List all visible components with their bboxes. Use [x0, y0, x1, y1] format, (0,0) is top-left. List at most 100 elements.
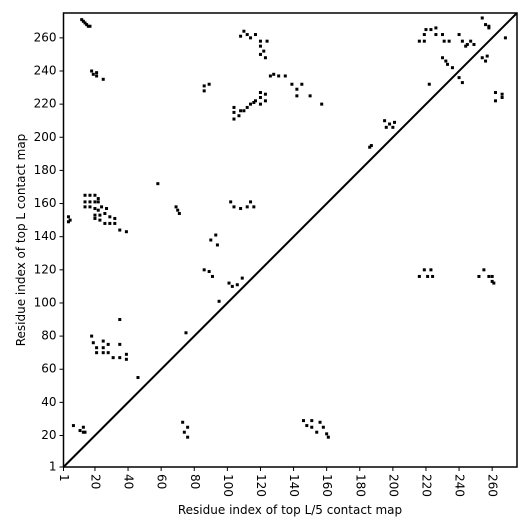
contact-point [181, 420, 185, 424]
x-tick-label: 60 [155, 474, 169, 489]
contact-point [480, 56, 484, 60]
contact-point [96, 200, 100, 204]
contact-point [268, 74, 272, 78]
contact-point [85, 23, 89, 27]
contact-point [429, 28, 433, 32]
contact-point [484, 59, 488, 63]
contact-point [101, 346, 105, 350]
contact-point [98, 218, 102, 222]
contact-point [383, 119, 387, 123]
contact-point [214, 233, 218, 237]
x-tick-label: 160 [320, 474, 334, 497]
contact-point [232, 117, 236, 121]
contact-point [230, 284, 234, 288]
contact-point [321, 425, 325, 429]
contact-point [460, 81, 464, 85]
contact-point [239, 34, 243, 38]
contact-point [457, 33, 461, 37]
contact-point [101, 339, 105, 343]
contact-point [265, 39, 269, 43]
contact-point [207, 82, 211, 86]
x-tick-label: 140 [287, 474, 301, 497]
x-tick-label: 120 [254, 474, 268, 497]
contact-point [83, 21, 87, 25]
contact-point [368, 145, 372, 149]
contact-point [417, 39, 421, 43]
contact-point [95, 74, 99, 78]
contact-point [422, 268, 426, 272]
x-tick-label: 20 [88, 474, 102, 489]
contact-point [315, 430, 319, 434]
contact-point [95, 71, 99, 75]
y-tick-label: 100 [34, 295, 57, 309]
contact-point [86, 24, 90, 28]
x-tick-label: 1 [57, 474, 71, 482]
contact-point [263, 99, 267, 103]
contact-point [96, 208, 100, 212]
contact-point [176, 208, 180, 212]
contact-point [422, 33, 426, 37]
contact-point [249, 36, 253, 40]
contact-point [202, 89, 206, 93]
contact-point [245, 33, 249, 37]
contact-point [490, 274, 494, 278]
contact-point [156, 182, 160, 186]
contact-point [500, 92, 504, 96]
contact-point [235, 283, 239, 287]
contact-point [80, 18, 84, 22]
contact-point [318, 420, 322, 424]
contact-point [93, 193, 97, 197]
contact-point [369, 144, 373, 148]
contact-point [174, 205, 178, 209]
contact-point [118, 228, 122, 232]
y-tick-label: 220 [34, 97, 57, 111]
contact-point [295, 87, 299, 91]
x-tick-label: 100 [221, 474, 235, 497]
contact-point [113, 221, 117, 225]
contact-point [83, 205, 87, 209]
contact-point [242, 29, 246, 33]
y-tick-label: 160 [34, 196, 57, 210]
contact-point [210, 274, 214, 278]
contact-point [83, 430, 87, 434]
contact-point [242, 109, 246, 113]
contact-point [472, 42, 476, 46]
contact-point [124, 352, 128, 356]
x-tick-label: 180 [353, 474, 367, 497]
contact-point [477, 274, 481, 278]
contact-point [182, 430, 186, 434]
contact-point [93, 200, 97, 204]
contact-point [83, 193, 87, 197]
contact-point [245, 105, 249, 109]
contact-point [277, 74, 281, 78]
contact-point [118, 342, 122, 346]
contact-point [227, 281, 231, 285]
y-tick-label: 60 [41, 362, 56, 376]
contact-point [283, 74, 287, 78]
contact-point [460, 39, 464, 43]
contact-point [245, 205, 249, 209]
contact-point [431, 274, 435, 278]
contact-point [325, 432, 329, 436]
contact-point [424, 28, 428, 32]
contact-point [422, 39, 426, 43]
x-tick-label: 240 [453, 474, 467, 497]
contact-point [308, 94, 312, 98]
contact-point [93, 216, 97, 220]
contact-point [493, 99, 497, 103]
contact-point [391, 125, 395, 129]
contact-point [90, 334, 94, 338]
contact-point [469, 39, 473, 43]
contact-point [91, 72, 95, 76]
contact-point [177, 211, 181, 215]
contact-point [111, 356, 115, 360]
contact-point [78, 429, 82, 433]
contact-point [258, 91, 262, 95]
contact-point [262, 49, 266, 53]
contact-point [263, 56, 267, 60]
contact-point [66, 215, 70, 219]
contact-point [239, 109, 243, 113]
contact-point [434, 26, 438, 30]
contact-point [429, 268, 433, 272]
x-tick-label: 200 [386, 474, 400, 497]
